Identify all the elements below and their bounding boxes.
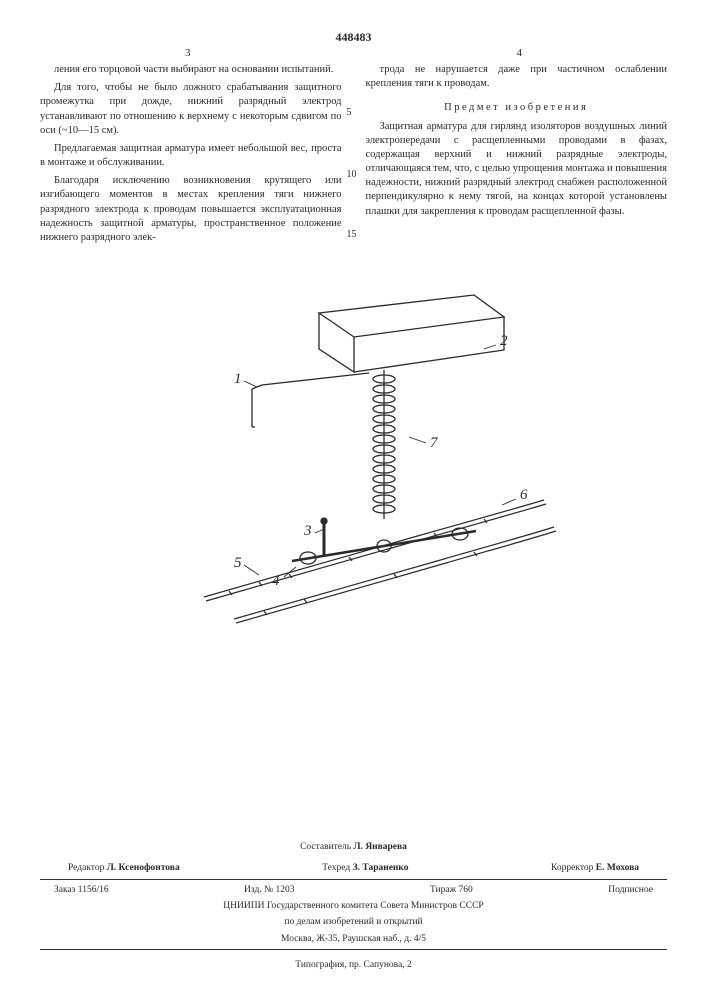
patent-number: 448483	[40, 30, 667, 45]
left-column: ления его торцовой части выбирают на осн…	[40, 63, 342, 249]
editor-label: Редактор	[68, 863, 104, 873]
marker-15: 15	[347, 229, 357, 240]
left-p4: Благодаря исключению возникновения крутя…	[40, 174, 342, 245]
figure: 1 2 3 4 5 6 7	[144, 277, 564, 657]
copies: Тираж 760	[430, 883, 473, 897]
left-p3: Предлагаемая защитная арматура имеет неб…	[40, 142, 342, 170]
tech-name: З. Тараненко	[353, 863, 409, 873]
corrector-name: Е. Мохова	[596, 863, 639, 873]
order-row: Заказ 1156/16 Изд. № 1203 Тираж 760 Подп…	[40, 883, 667, 897]
order-number: Заказ 1156/16	[54, 883, 109, 897]
marker-10: 10	[347, 169, 357, 180]
label-4: 4	[272, 573, 280, 589]
right-p1: трода не нарушается даже при частичном о…	[366, 63, 668, 91]
label-5: 5	[234, 555, 242, 571]
institute-address: Москва, Ж-35, Раушская наб., д. 4/5	[40, 932, 667, 946]
insulator-string	[373, 370, 395, 519]
compiler-label: Составитель	[300, 842, 351, 852]
corrector-label: Корректор	[551, 863, 593, 873]
label-leaders	[244, 345, 516, 577]
label-7: 7	[430, 435, 439, 451]
compiler-name: Л. Январева	[353, 842, 406, 852]
label-2: 2	[500, 333, 508, 349]
edition-number: Изд. № 1203	[244, 883, 294, 897]
left-p2: Для того, чтобы не было ложного срабатыв…	[40, 81, 342, 138]
subject-of-invention-title: Предмет изобретения	[366, 101, 668, 115]
traverse-beam	[319, 295, 504, 372]
divider-1	[40, 879, 667, 880]
upper-electrode	[252, 373, 369, 427]
compiler-line: Составитель Л. Январева	[40, 840, 667, 854]
text-columns: 3 4 ления его торцовой части выбирают на…	[40, 63, 667, 249]
printer-line: Типография, пр. Сапунова, 2	[40, 958, 667, 972]
right-p2: Защитная арматура для гирлянд изоляторов…	[366, 120, 668, 219]
divider-2	[40, 949, 667, 950]
label-6: 6	[520, 487, 528, 503]
tech-block: Техред З. Тараненко	[322, 861, 408, 875]
editor-block: Редактор Л. Ксенофонтова	[68, 861, 180, 875]
right-column: трода не нарушается даже при частичном о…	[366, 63, 668, 249]
institute-line-2: по делам изобретений и открытий	[40, 915, 667, 929]
lower-electrode	[321, 518, 327, 557]
label-3: 3	[303, 523, 312, 539]
editor-name: Л. Ксенофонтова	[107, 863, 180, 873]
page-number-left: 3	[185, 47, 191, 59]
footer: Составитель Л. Январева Редактор Л. Ксен…	[40, 840, 667, 972]
left-p1: ления его торцовой части выбирают на осн…	[40, 63, 342, 77]
tech-label: Техред	[322, 863, 350, 873]
roles-row: Редактор Л. Ксенофонтова Техред З. Таран…	[40, 861, 667, 875]
figure-svg: 1 2 3 4 5 6 7	[144, 277, 564, 657]
marker-5: 5	[347, 107, 352, 118]
corrector-block: Корректор Е. Мохова	[551, 861, 639, 875]
institute-line-1: ЦНИИПИ Государственного комитета Совета …	[40, 899, 667, 913]
subscription: Подписное	[608, 883, 653, 897]
page-number-right: 4	[517, 47, 523, 59]
conductor-left	[204, 500, 546, 601]
label-1: 1	[234, 371, 242, 387]
